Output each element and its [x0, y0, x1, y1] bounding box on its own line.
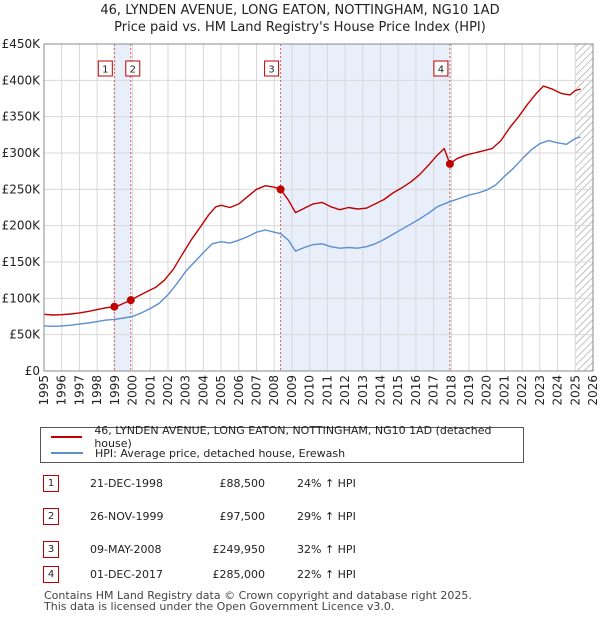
legend-label-property: 46, LYNDEN AVENUE, LONG EATON, NOTTINGHA…	[94, 424, 492, 450]
x-tick-label: 2019	[462, 375, 476, 406]
y-tick-label: £0	[25, 364, 40, 378]
x-tick-label: 2026	[586, 375, 600, 406]
sale-date: 26-NOV-1999	[90, 510, 164, 523]
series-line-hpi	[43, 136, 581, 327]
x-tick-label: 2024	[551, 375, 565, 406]
legend-entry-hpi: HPI: Average price, detached house, Erew…	[51, 445, 345, 461]
x-tick-label: 1995	[37, 375, 51, 406]
sale-point	[276, 185, 285, 194]
sale-label: 4	[438, 65, 444, 76]
sale-row: 1 21-DEC-1998 £88,500 24% ↑ HPI	[0, 475, 600, 495]
x-tick-label: 2022	[515, 375, 529, 406]
sale-hpi-change: 32% ↑ HPI	[297, 543, 356, 556]
sale-row: 2 26-NOV-1999 £97,500 29% ↑ HPI	[0, 508, 600, 528]
sale-row: 4 01-DEC-2017 £285,000 22% ↑ HPI	[0, 566, 600, 586]
sale-number-badge: 1	[43, 475, 59, 492]
x-tick-label: 2007	[250, 375, 264, 406]
y-tick-label: £300K	[2, 146, 42, 160]
x-tick-label: 2009	[285, 375, 299, 406]
x-tick-label: 2023	[533, 375, 547, 406]
sale-label-box	[97, 60, 113, 77]
legend-label-hpi: HPI: Average price, detached house, Erew…	[95, 446, 346, 460]
legend-line-property	[51, 436, 83, 438]
x-tick-label: 2021	[497, 375, 511, 406]
x-tick-label: 2004	[196, 375, 210, 406]
sale-label-box	[125, 60, 141, 77]
x-tick-label: 2020	[480, 375, 494, 406]
sale-point	[126, 296, 135, 305]
x-tick-label: 2010	[303, 375, 317, 406]
sale-label: 2	[130, 65, 136, 76]
chart-subtitle: Price paid vs. HM Land Registry's House …	[114, 20, 486, 35]
x-tick-label: 1996	[55, 375, 69, 406]
x-tick-label: 2014	[373, 375, 387, 406]
sale-hpi-change: 22% ↑ HPI	[297, 568, 356, 581]
series-line-property	[43, 85, 581, 316]
footer-attribution: Contains HM Land Registry data © Crown c…	[44, 590, 472, 612]
plot-frame	[43, 43, 594, 372]
sale-label: 1	[102, 65, 108, 76]
legend-line-hpi	[51, 452, 83, 454]
x-tick-label: 2013	[356, 375, 370, 406]
sale-number-badge: 2	[43, 508, 59, 525]
x-tick-label: 2016	[409, 375, 423, 406]
ownership-period-shade	[280, 44, 450, 371]
x-tick-label: 1999	[108, 375, 122, 406]
sale-date: 09-MAY-2008	[90, 543, 162, 556]
chart-title: 46, LYNDEN AVENUE, LONG EATON, NOTTINGHA…	[100, 3, 499, 18]
x-tick-label: 2018	[444, 375, 458, 406]
sale-label-box	[264, 60, 280, 77]
price-chart: 46, LYNDEN AVENUE, LONG EATON, NOTTINGHA…	[2, 3, 600, 406]
sale-label: 3	[268, 65, 274, 76]
x-tick-label: 2006	[232, 375, 246, 406]
legend-entry-property: 46, LYNDEN AVENUE, LONG EATON, NOTTINGHA…	[51, 424, 523, 450]
sale-price: £97,500	[219, 510, 266, 523]
sale-price: £285,000	[212, 568, 266, 581]
x-tick-label: 2000	[126, 375, 140, 406]
sale-number-badge: 3	[43, 541, 59, 558]
x-tick-label: 2003	[179, 375, 193, 406]
ownership-period-shade	[114, 44, 131, 371]
x-tick-label: 2025	[568, 375, 582, 406]
footer-line-1: Contains HM Land Registry data © Crown c…	[44, 589, 472, 602]
sale-price: £88,500	[219, 477, 266, 490]
y-tick-label: £150K	[2, 255, 42, 269]
y-tick-label: £100K	[2, 291, 42, 305]
x-tick-label: 2002	[161, 375, 175, 406]
sale-hpi-change: 29% ↑ HPI	[297, 510, 356, 523]
sale-row: 3 09-MAY-2008 £249,950 32% ↑ HPI	[0, 541, 600, 561]
sale-point	[445, 159, 454, 168]
x-tick-label: 2017	[427, 375, 441, 406]
sale-date: 01-DEC-2017	[90, 568, 164, 581]
y-tick-label: £450K	[2, 37, 42, 51]
x-tick-label: 2015	[391, 375, 405, 406]
sale-point	[110, 302, 119, 311]
chart-legend: 46, LYNDEN AVENUE, LONG EATON, NOTTINGHA…	[40, 424, 524, 463]
x-tick-label: 1998	[90, 375, 104, 406]
x-tick-label: 2008	[267, 375, 281, 406]
x-tick-label: 2012	[338, 375, 352, 406]
sale-label-box	[433, 60, 449, 77]
x-tick-label: 1997	[72, 375, 86, 406]
x-tick-label: 2005	[214, 375, 228, 406]
sale-date: 21-DEC-1998	[90, 477, 164, 490]
sale-price: £249,950	[212, 543, 266, 556]
footer-line-2: This data is licensed under the Open Gov…	[44, 600, 395, 613]
sale-hpi-change: 24% ↑ HPI	[297, 477, 356, 490]
y-tick-label: £250K	[2, 182, 42, 196]
sale-number-badge: 4	[43, 566, 59, 583]
y-tick-label: £200K	[2, 219, 42, 233]
y-tick-label: £350K	[2, 110, 42, 124]
forecast-hatch	[575, 44, 593, 371]
y-tick-label: £400K	[2, 73, 42, 87]
x-tick-label: 2011	[320, 375, 334, 406]
x-tick-label: 2001	[143, 375, 157, 406]
y-tick-label: £50K	[9, 328, 41, 342]
